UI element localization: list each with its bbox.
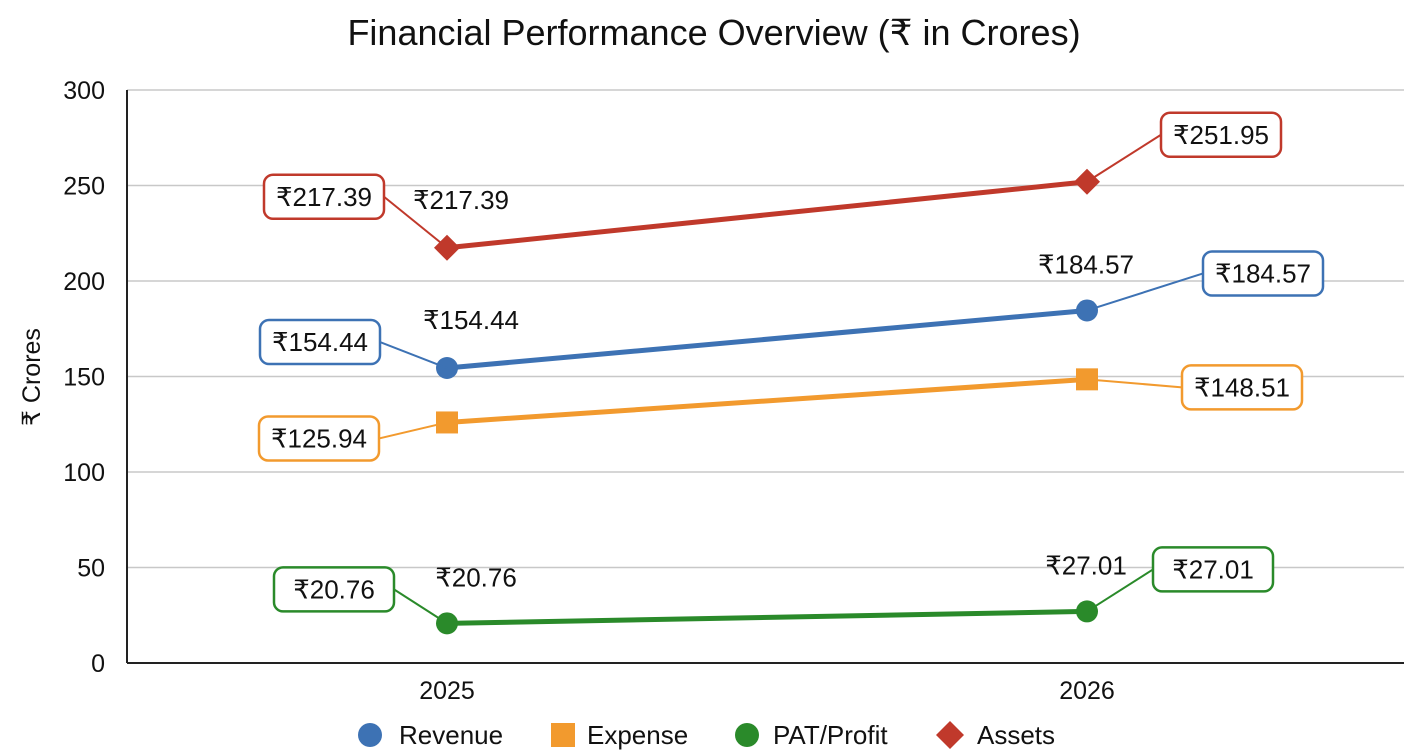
x-axis: 2025 2026	[127, 662, 1404, 705]
legend-label: Assets	[977, 720, 1055, 750]
leader-line	[393, 588, 448, 625]
data-label-box	[1159, 111, 1283, 159]
data-label-plain: ₹27.01	[1045, 550, 1127, 580]
data-label: ₹184.57	[1215, 258, 1311, 288]
y-tick-label: 300	[63, 77, 105, 105]
legend-label: Expense	[587, 720, 688, 750]
series-line-assets	[446, 179, 1088, 251]
y-axis: 0 50 100 150 200 250 300	[63, 77, 128, 678]
y-tick-label: 100	[63, 459, 105, 487]
data-label: ₹148.51	[1194, 372, 1290, 402]
x-tick-label: 2025	[419, 677, 475, 705]
data-label-box	[257, 415, 381, 462]
data-label-box	[258, 318, 382, 366]
chart-title: Financial Performance Overview (₹ in Cro…	[347, 12, 1080, 53]
leader-line	[1086, 378, 1183, 389]
leader-line	[379, 341, 448, 369]
legend-marker	[358, 723, 382, 747]
data-label: ₹125.94	[271, 423, 367, 453]
y-tick-label: 200	[63, 268, 105, 296]
data-label: ₹20.76	[293, 574, 375, 604]
legend-marker	[936, 721, 964, 749]
series-line-pat-profit	[446, 608, 1088, 626]
series-lines	[434, 168, 1100, 635]
y-tick-label: 50	[77, 555, 105, 583]
data-labels: ₹154.44 ₹154.44 ₹184.57 ₹184.57 ₹125.94 ₹148.…	[257, 111, 1325, 625]
data-label-plain: ₹20.76	[435, 562, 517, 592]
legend: Revenue Expense PAT/Profit Assets	[358, 720, 1055, 750]
data-label: ₹154.44	[272, 327, 368, 357]
y-tick-label: 0	[91, 650, 105, 678]
data-label: ₹251.95	[1173, 120, 1269, 150]
series-line-revenue	[446, 307, 1088, 371]
leader-line	[1086, 272, 1204, 312]
legend-marker	[735, 723, 759, 747]
leader-line	[383, 196, 448, 249]
data-label-plain: ₹184.57	[1038, 249, 1134, 279]
data-label-box	[1180, 364, 1304, 411]
data-label: ₹27.01	[1172, 554, 1254, 584]
data-label-box	[1201, 250, 1325, 297]
leader-line	[1086, 133, 1162, 183]
legend-label: Revenue	[399, 720, 503, 750]
data-label-box	[1151, 546, 1275, 593]
series-line-expense	[446, 376, 1088, 425]
y-axis-label: ₹ Crores	[18, 328, 46, 426]
legend-marker	[551, 723, 575, 747]
y-tick-label: 250	[63, 173, 105, 201]
legend-label: PAT/Profit	[773, 720, 888, 750]
data-label: ₹217.39	[276, 182, 372, 212]
x-tick-label: 2026	[1059, 677, 1115, 705]
leader-line	[378, 421, 448, 440]
leader-line	[1086, 568, 1154, 613]
data-label-box	[272, 566, 396, 613]
data-label-plain: ₹154.44	[423, 305, 519, 335]
data-label-box	[262, 173, 386, 221]
data-label-plain: ₹217.39	[413, 185, 509, 215]
y-tick-label: 150	[63, 364, 105, 392]
